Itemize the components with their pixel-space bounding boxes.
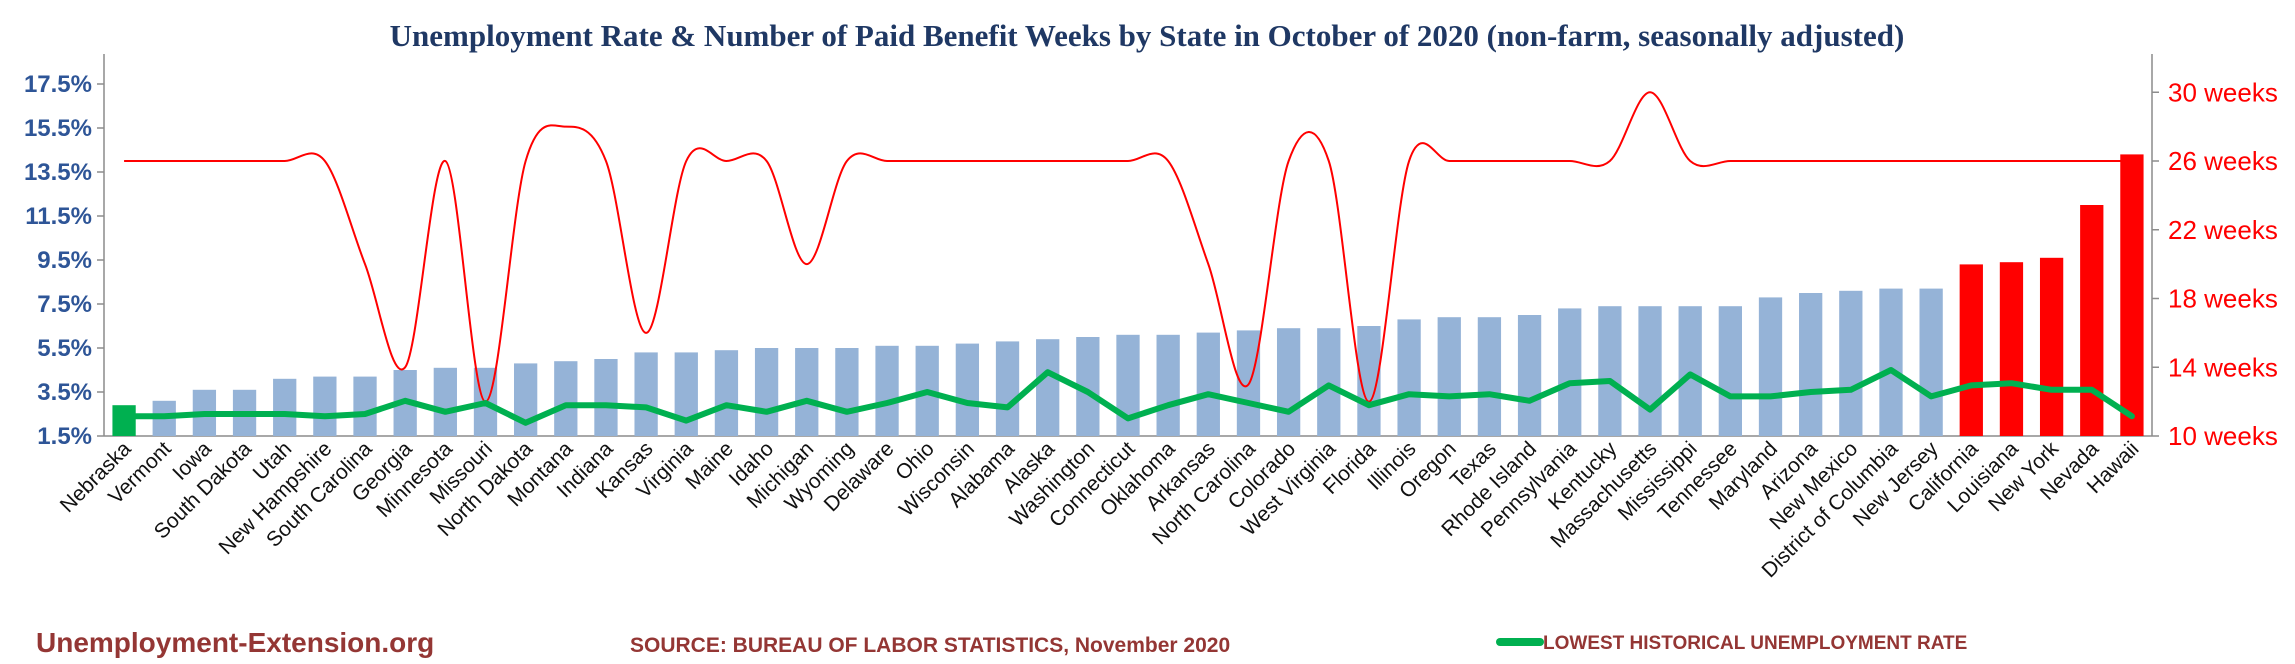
y-right-tick-label: 30 weeks xyxy=(2168,77,2278,107)
y-left-tick-label: 9.5% xyxy=(37,247,92,274)
lowest-rate-line-series xyxy=(121,367,2135,426)
bar-tennessee xyxy=(1718,306,1742,436)
bar-new-mexico xyxy=(1839,290,1863,436)
bar-mississippi xyxy=(1678,306,1702,436)
bar-nevada xyxy=(2080,205,2104,436)
y-left-tick-label: 3.5% xyxy=(37,379,92,406)
y-left-tick-label: 5.5% xyxy=(37,335,92,362)
bars xyxy=(112,154,2144,436)
paid-benefit-weeks-line xyxy=(124,91,2132,403)
bar-arkansas xyxy=(1196,332,1220,436)
bar-montana xyxy=(554,361,578,436)
bar-nebraska xyxy=(112,405,136,436)
bar-idaho xyxy=(754,348,779,436)
bar-west-virginia xyxy=(1317,328,1341,436)
bar-alaska xyxy=(1036,339,1060,436)
axes: 1.5% 3.5% 5.5% 7.5% 9.5% 11.5% 13.5% 15.5% 17.5%… xyxy=(24,54,2278,451)
bar-kansas xyxy=(634,352,658,436)
bar-arizona xyxy=(1799,293,1823,436)
bar-south-carolina xyxy=(353,376,377,436)
bar-district-of-columbia xyxy=(1879,288,1903,436)
y-right-tick-label: 22 weeks xyxy=(2168,215,2278,245)
bar-florida xyxy=(1357,326,1381,436)
source-note: SOURCE: BUREAU OF LABOR STATISTICS, Nove… xyxy=(630,634,1230,657)
bar-illinois xyxy=(1397,319,1421,436)
bar-hawaii xyxy=(2120,154,2144,436)
bar-michigan xyxy=(795,348,819,436)
bar-pennsylvania xyxy=(1558,308,1582,436)
y-right-tick-label: 18 weeks xyxy=(2168,284,2278,314)
lowest-historical-rate-line xyxy=(121,367,2135,426)
chart-title: Unemployment Rate & Number of Paid Benef… xyxy=(390,18,1905,53)
y-right-tick-label: 10 weeks xyxy=(2168,421,2278,451)
legend: LOWEST HISTORICAL UNEMPLOYMENT RATE xyxy=(1496,633,1967,654)
y-left-tick-label: 1.5% xyxy=(37,423,92,450)
y-left-tick-label: 13.5% xyxy=(24,159,92,186)
bar-colorado xyxy=(1276,328,1301,436)
bar-maine xyxy=(714,350,739,436)
y-left-tick-label: 11.5% xyxy=(25,203,92,230)
bar-delaware xyxy=(875,345,899,436)
bar-oklahoma xyxy=(1156,334,1180,436)
bar-connecticut xyxy=(1116,334,1140,436)
site-brand: Unemployment-Extension.org xyxy=(36,627,434,658)
bar-louisiana xyxy=(1999,262,2024,436)
bar-kentucky xyxy=(1598,306,1622,436)
bar-maryland xyxy=(1758,297,1783,436)
bar-massachusetts xyxy=(1638,306,1662,436)
bar-new-hampshire xyxy=(313,376,337,436)
bar-new-york xyxy=(2039,257,2064,436)
bar-washington xyxy=(1076,337,1100,436)
bar-texas xyxy=(1477,317,1502,436)
bar-rhode-island xyxy=(1517,315,1542,436)
y-left-tick-label: 7.5% xyxy=(37,291,92,318)
bar-indiana xyxy=(594,359,618,436)
bar-wisconsin xyxy=(955,343,980,436)
bar-virginia xyxy=(674,352,698,436)
bar-new-jersey xyxy=(1919,288,1943,436)
y-right-tick-label: 14 weeks xyxy=(2168,352,2278,382)
y-left-tick-label: 15.5% xyxy=(24,115,92,142)
bar-oregon xyxy=(1437,317,1461,436)
bar-wyoming xyxy=(835,348,859,436)
bar-utah xyxy=(273,378,297,436)
bar-alabama xyxy=(995,341,1020,436)
y-left-tick-label: 17.5% xyxy=(24,71,92,98)
weeks-line-series xyxy=(124,91,2132,403)
y-right-tick-label: 26 weeks xyxy=(2168,146,2278,176)
bar-california xyxy=(1959,264,1983,436)
bar-minnesota xyxy=(433,367,457,436)
legend-label: LOWEST HISTORICAL UNEMPLOYMENT RATE xyxy=(1543,633,1967,654)
